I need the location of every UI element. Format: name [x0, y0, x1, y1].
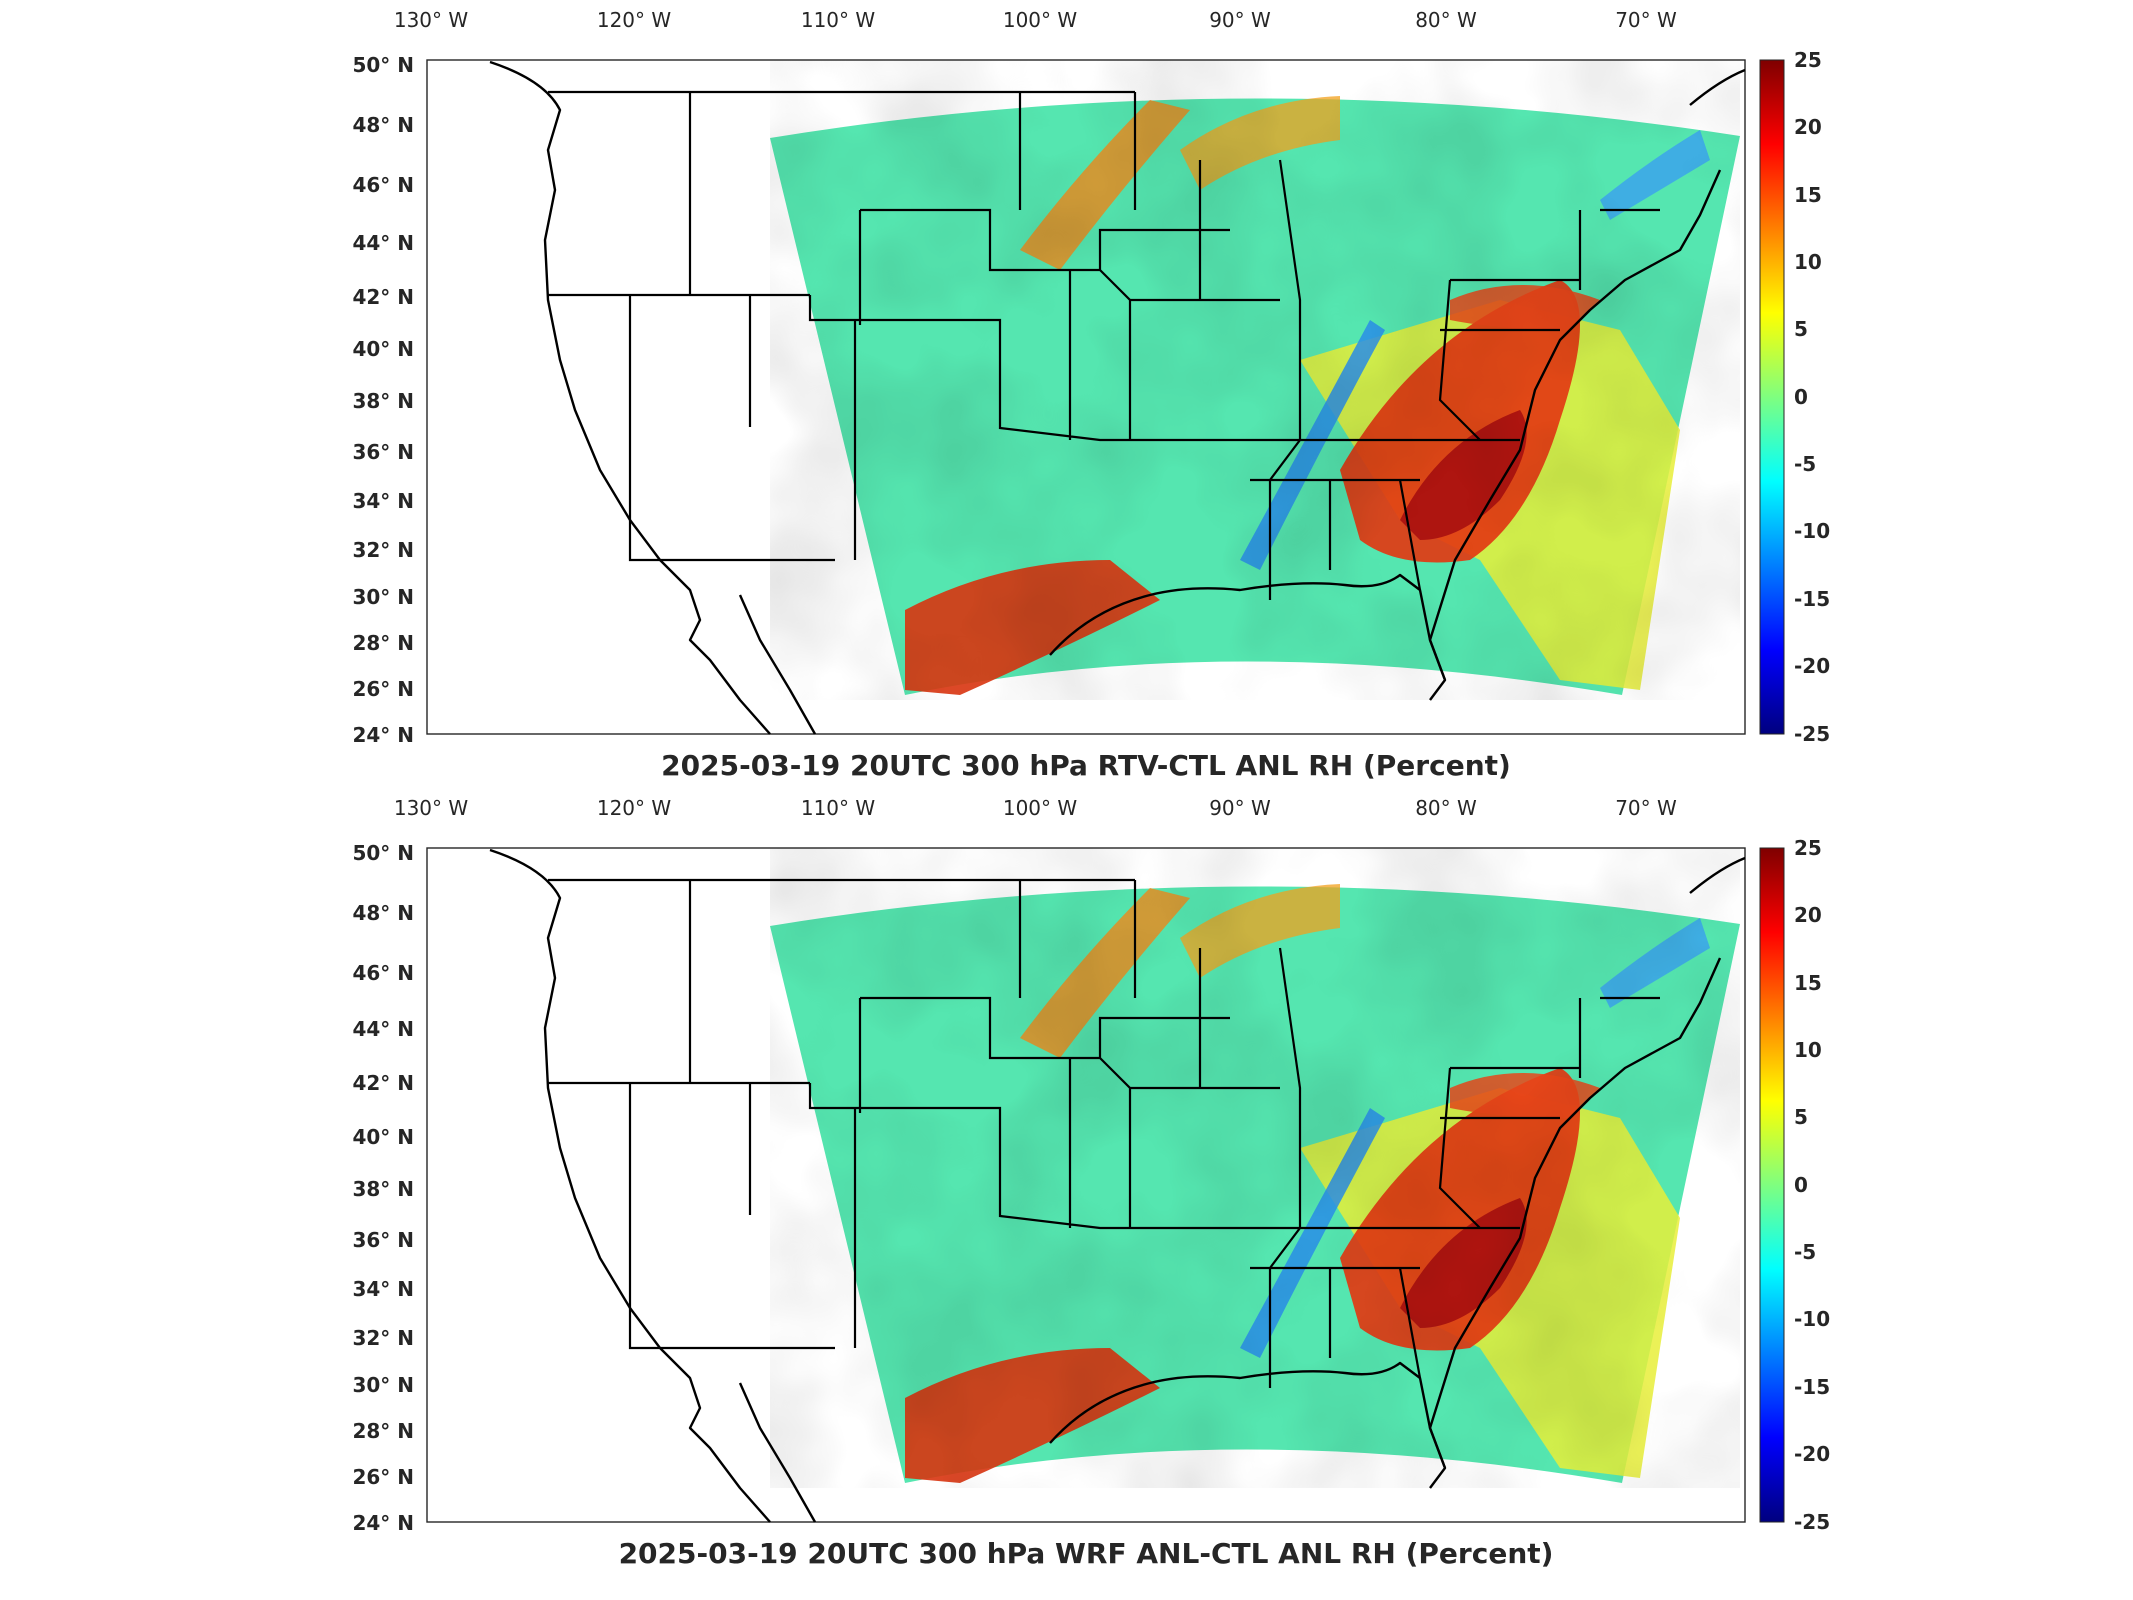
- lon-label-70w: 70° W: [1615, 8, 1677, 32]
- lon-label-100w: 100° W: [1003, 796, 1078, 820]
- west-coastline: [489, 848, 771, 1523]
- lon-label-90w: 90° W: [1209, 8, 1271, 32]
- lat-label-32n: 32° N: [352, 538, 414, 562]
- coastline-and-borders: [489, 848, 1746, 1523]
- colorbar-tick-m5: -5: [1794, 1240, 1816, 1264]
- colorbar-gradient: [1759, 59, 1785, 735]
- lon-label-80w: 80° W: [1415, 796, 1477, 820]
- field-texture: [770, 60, 1740, 700]
- lon-label-120w: 120° W: [597, 796, 672, 820]
- gulf-coast: [1049, 1361, 1447, 1489]
- colorbar-tick-20: 20: [1794, 115, 1822, 139]
- latitude-labels: 50° N 48° N 46° N 44° N 42° N 40° N 38° …: [352, 53, 414, 747]
- lat-label-38n: 38° N: [352, 389, 414, 413]
- rh-difference-field: [770, 848, 1740, 1488]
- east-coast: [1428, 957, 1722, 1469]
- lat-label-36n: 36° N: [352, 440, 414, 464]
- lat-label-34n: 34° N: [352, 489, 414, 513]
- lat-label-36n: 36° N: [352, 1228, 414, 1252]
- lat-label-46n: 46° N: [352, 173, 414, 197]
- lat-label-32n: 32° N: [352, 1326, 414, 1350]
- colorbar-tick-m15: -15: [1794, 1375, 1830, 1399]
- lon-label-70w: 70° W: [1615, 796, 1677, 820]
- lat-label-40n: 40° N: [352, 1125, 414, 1149]
- lat-label-42n: 42° N: [352, 285, 414, 309]
- east-coast: [1428, 169, 1722, 681]
- colorbar-tick-m25: -25: [1794, 722, 1830, 746]
- lat-label-50n: 50° N: [352, 53, 414, 77]
- colorbar: 25 20 15 10 5 0 -5 -10 -15 -20 -25: [1759, 836, 1830, 1534]
- state-borders: [548, 90, 1660, 600]
- colorbar-tick-m20: -20: [1794, 1442, 1830, 1466]
- lat-label-28n: 28° N: [352, 1419, 414, 1443]
- lat-label-24n: 24° N: [352, 723, 414, 747]
- panel-title: 2025-03-19 20UTC 300 hPa RTV-CTL ANL RH …: [661, 749, 1511, 782]
- latitude-labels: 50° N 48° N 46° N 44° N 42° N 40° N 38° …: [352, 841, 414, 1535]
- colorbar-tick-m20: -20: [1794, 654, 1830, 678]
- lat-label-30n: 30° N: [352, 1373, 414, 1397]
- coastline-and-borders: [489, 60, 1746, 735]
- lat-label-34n: 34° N: [352, 1277, 414, 1301]
- map-panel-wrf-anl-ctl: 130° W 120° W 110° W 100° W 90° W 80° W …: [352, 796, 1830, 1570]
- field-texture: [770, 848, 1740, 1488]
- colorbar-tick-5: 5: [1794, 317, 1808, 341]
- lat-label-50n: 50° N: [352, 841, 414, 865]
- rh-difference-field: [770, 60, 1740, 700]
- lat-label-26n: 26° N: [352, 1465, 414, 1489]
- colorbar-tick-0: 0: [1794, 385, 1808, 409]
- lat-label-38n: 38° N: [352, 1177, 414, 1201]
- lat-label-48n: 48° N: [352, 901, 414, 925]
- lon-label-80w: 80° W: [1415, 8, 1477, 32]
- colorbar-tick-25: 25: [1794, 48, 1822, 72]
- west-coastline: [489, 60, 771, 735]
- colorbar-tick-m10: -10: [1794, 1307, 1830, 1331]
- lat-label-26n: 26° N: [352, 677, 414, 701]
- lat-label-44n: 44° N: [352, 1017, 414, 1041]
- lat-label-30n: 30° N: [352, 585, 414, 609]
- colorbar: 25 20 15 10 5 0 -5 -10 -15 -20 -25: [1759, 48, 1830, 746]
- map-panel-rtv-ctl: 130° W 120° W 110° W 100° W 90° W 80° W …: [352, 8, 1830, 782]
- baja-coast: [738, 594, 817, 735]
- lon-label-110w: 110° W: [801, 8, 876, 32]
- lat-label-40n: 40° N: [352, 337, 414, 361]
- colorbar-tick-5: 5: [1794, 1105, 1808, 1129]
- canada-coast: [1689, 856, 1746, 894]
- colorbar-tick-15: 15: [1794, 183, 1822, 207]
- baja-coast: [738, 1382, 817, 1523]
- lon-label-130w: 130° W: [394, 796, 469, 820]
- state-borders: [548, 878, 1660, 1388]
- colorbar-tick-10: 10: [1794, 250, 1822, 274]
- colorbar-tick-m10: -10: [1794, 519, 1830, 543]
- colorbar-tick-m25: -25: [1794, 1510, 1830, 1534]
- lon-label-100w: 100° W: [1003, 8, 1078, 32]
- lat-label-48n: 48° N: [352, 113, 414, 137]
- lat-label-24n: 24° N: [352, 1511, 414, 1535]
- lon-label-110w: 110° W: [801, 796, 876, 820]
- longitude-labels: 130° W 120° W 110° W 100° W 90° W 80° W …: [394, 8, 1677, 32]
- colorbar-gradient: [1759, 847, 1785, 1523]
- colorbar-tick-25: 25: [1794, 836, 1822, 860]
- colorbar-tick-15: 15: [1794, 971, 1822, 995]
- colorbar-tick-10: 10: [1794, 1038, 1822, 1062]
- lat-label-44n: 44° N: [352, 231, 414, 255]
- colorbar-tick-m5: -5: [1794, 452, 1816, 476]
- canada-coast: [1689, 68, 1746, 106]
- lat-label-46n: 46° N: [352, 961, 414, 985]
- lat-label-28n: 28° N: [352, 631, 414, 655]
- panel-title: 2025-03-19 20UTC 300 hPa WRF ANL-CTL ANL…: [619, 1537, 1554, 1570]
- lat-label-42n: 42° N: [352, 1071, 414, 1095]
- lon-label-90w: 90° W: [1209, 796, 1271, 820]
- lon-label-130w: 130° W: [394, 8, 469, 32]
- gulf-coast: [1049, 573, 1447, 701]
- colorbar-tick-0: 0: [1794, 1173, 1808, 1197]
- longitude-labels: 130° W 120° W 110° W 100° W 90° W 80° W …: [394, 796, 1677, 820]
- colorbar-tick-20: 20: [1794, 903, 1822, 927]
- lon-label-120w: 120° W: [597, 8, 672, 32]
- colorbar-tick-m15: -15: [1794, 587, 1830, 611]
